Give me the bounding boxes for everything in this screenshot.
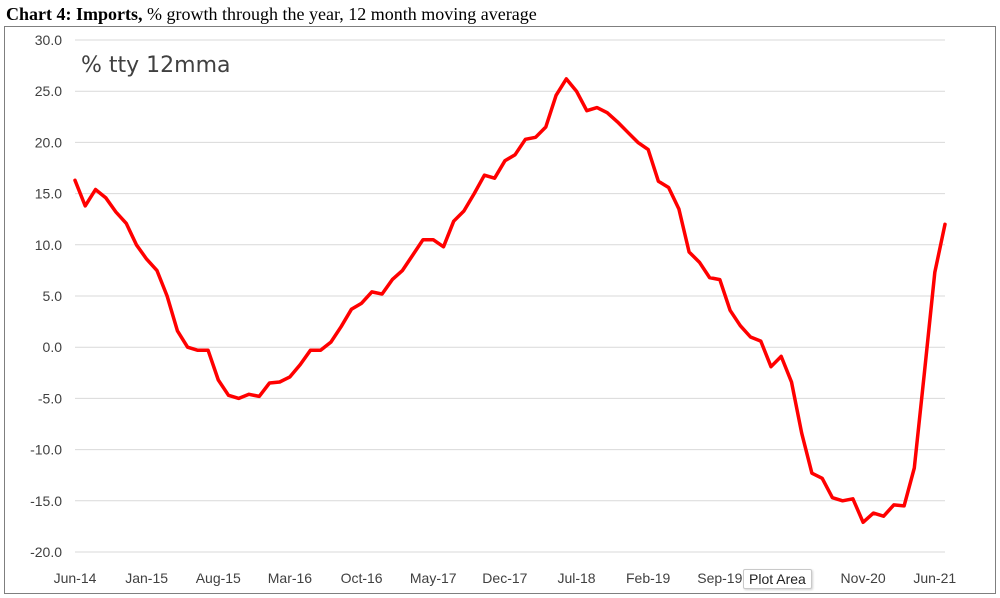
gridlines: [75, 39, 945, 553]
y-tick-label: 10.0: [35, 237, 62, 253]
chart-area[interactable]: [4, 26, 996, 594]
chart-title-bold: Chart 4: Imports,: [6, 4, 143, 24]
series-layer: [73, 77, 947, 525]
plot-area-tooltip: Plot Area: [743, 569, 812, 589]
y-tick-label: 15.0: [35, 186, 62, 202]
series-line[interactable]: [73, 77, 947, 525]
x-tick-label: Oct-16: [341, 570, 383, 586]
x-tick-label: Nov-20: [841, 570, 886, 586]
x-tick-label: Jun-21: [913, 570, 956, 586]
x-tick-label: Jun-14: [54, 570, 97, 586]
y-tick-label: 25.0: [35, 83, 62, 99]
x-tick-label: Jul-18: [557, 570, 595, 586]
x-tick-label: May-17: [410, 570, 457, 586]
x-tick-label: Aug-15: [196, 570, 241, 586]
chart-title-rest: % growth through the year, 12 month movi…: [142, 4, 537, 24]
x-tick-label: Feb-19: [626, 570, 671, 586]
y-tick-label: 30.0: [35, 32, 62, 48]
y-tick-label: 20.0: [35, 134, 62, 150]
chart-title: Chart 4: Imports, % growth through the y…: [6, 4, 996, 26]
y-axis-ticks: 30.0 25.0 20.0 15.0 10.0 5.0 0.0 -5.0 -10.0 -15.0…: [30, 32, 62, 560]
y-tick-label: 5.0: [43, 288, 63, 304]
y-tick-label: -20.0: [30, 544, 62, 560]
x-tick-label: Dec-17: [482, 570, 527, 586]
y-tick-label: 0.0: [43, 339, 63, 355]
y-tick-label: -5.0: [38, 390, 62, 406]
x-axis-ticks: Jun-14 Jan-15 Aug-15 Mar-16 Oct-16 May-17 Dec-…: [54, 570, 957, 586]
y-tick-label: -15.0: [30, 493, 62, 509]
x-tick-label: Jan-15: [125, 570, 168, 586]
x-tick-label: Sep-19: [697, 570, 742, 586]
y-tick-label: -10.0: [30, 442, 62, 458]
x-tick-label: Mar-16: [268, 570, 313, 586]
inset-label: % tty 12mma: [81, 53, 231, 78]
